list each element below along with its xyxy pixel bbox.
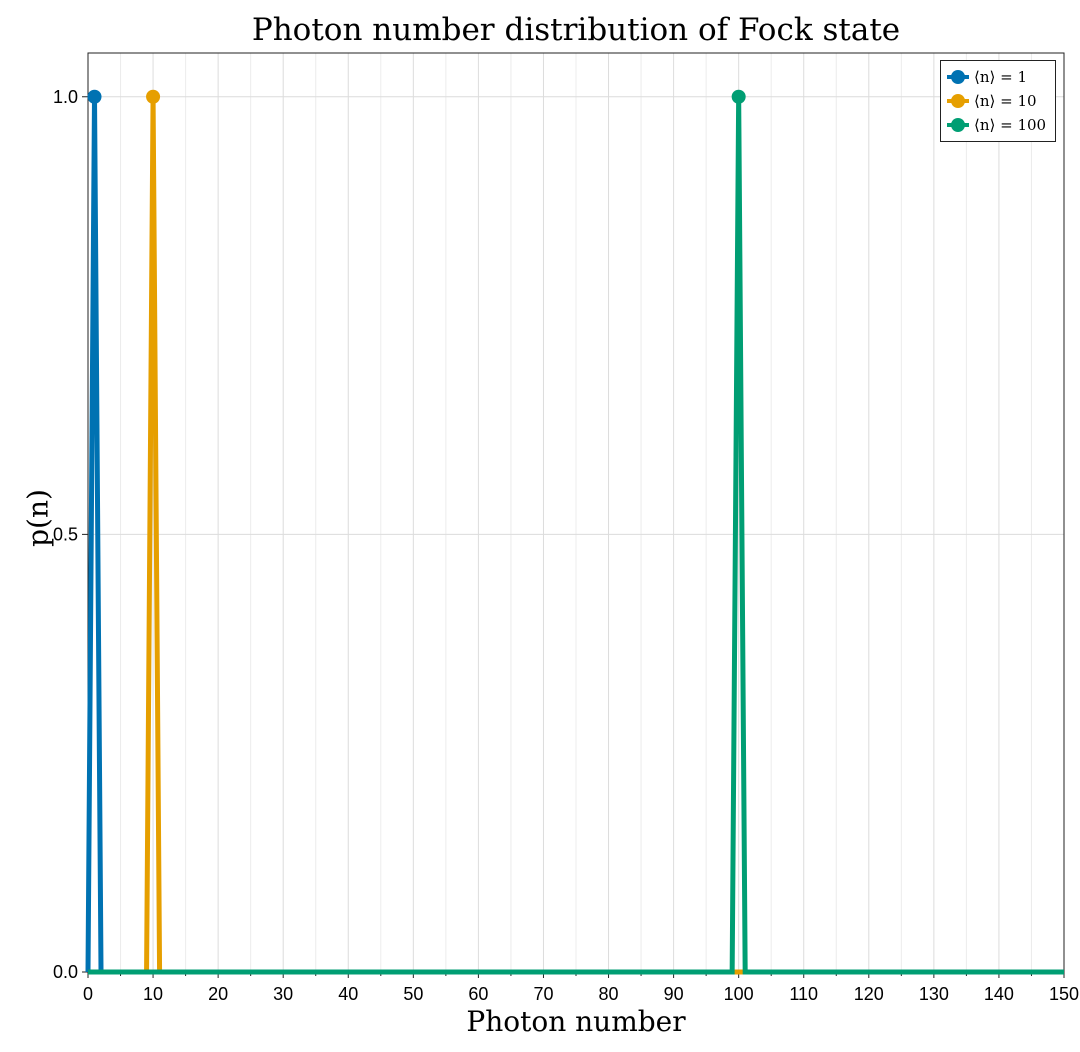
legend-item: ⟨n⟩ = 1 xyxy=(947,65,1049,89)
legend-swatch xyxy=(947,70,969,84)
x-tick-label: 100 xyxy=(724,984,754,1004)
chart-title: Photon number distribution of Fock state xyxy=(251,12,901,48)
legend-swatch xyxy=(947,94,969,108)
y-tick-label: 0.5 xyxy=(53,524,78,544)
x-tick-label: 150 xyxy=(1049,984,1079,1004)
x-tick-label: 70 xyxy=(533,984,553,1004)
x-tick-label: 90 xyxy=(664,984,684,1004)
x-tick-label: 10 xyxy=(143,984,163,1004)
x-tick-label: 140 xyxy=(984,984,1014,1004)
legend-label: ⟨n⟩ = 10 xyxy=(974,92,1037,110)
x-tick-label: 30 xyxy=(273,984,293,1004)
series-marker xyxy=(146,89,161,104)
legend-label: ⟨n⟩ = 100 xyxy=(974,116,1047,134)
legend-swatch xyxy=(947,118,969,132)
x-tick-label: 50 xyxy=(403,984,423,1004)
y-axis-label: p(n) xyxy=(21,489,55,547)
legend-label: ⟨n⟩ = 1 xyxy=(974,68,1028,86)
x-tick-label: 20 xyxy=(208,984,228,1004)
x-tick-label: 60 xyxy=(468,984,488,1004)
legend: ⟨n⟩ = 1 ⟨n⟩ = 10 ⟨n⟩ = 100 xyxy=(940,60,1056,142)
x-axis-label: Photon number xyxy=(466,1005,686,1038)
y-tick-label: 0.0 xyxy=(53,962,78,982)
x-tick-label: 0 xyxy=(83,984,93,1004)
legend-item: ⟨n⟩ = 100 xyxy=(947,113,1049,137)
series-line xyxy=(88,96,1064,975)
x-tick-label: 80 xyxy=(599,984,619,1004)
legend-item: ⟨n⟩ = 10 xyxy=(947,89,1049,113)
x-tick-label: 120 xyxy=(854,984,884,1004)
x-tick-label: 40 xyxy=(338,984,358,1004)
series-marker xyxy=(87,89,102,104)
series-marker xyxy=(731,89,746,104)
y-tick-label: 1.0 xyxy=(53,87,78,107)
x-tick-label: 110 xyxy=(789,984,818,1004)
x-tick-label: 130 xyxy=(919,984,949,1004)
